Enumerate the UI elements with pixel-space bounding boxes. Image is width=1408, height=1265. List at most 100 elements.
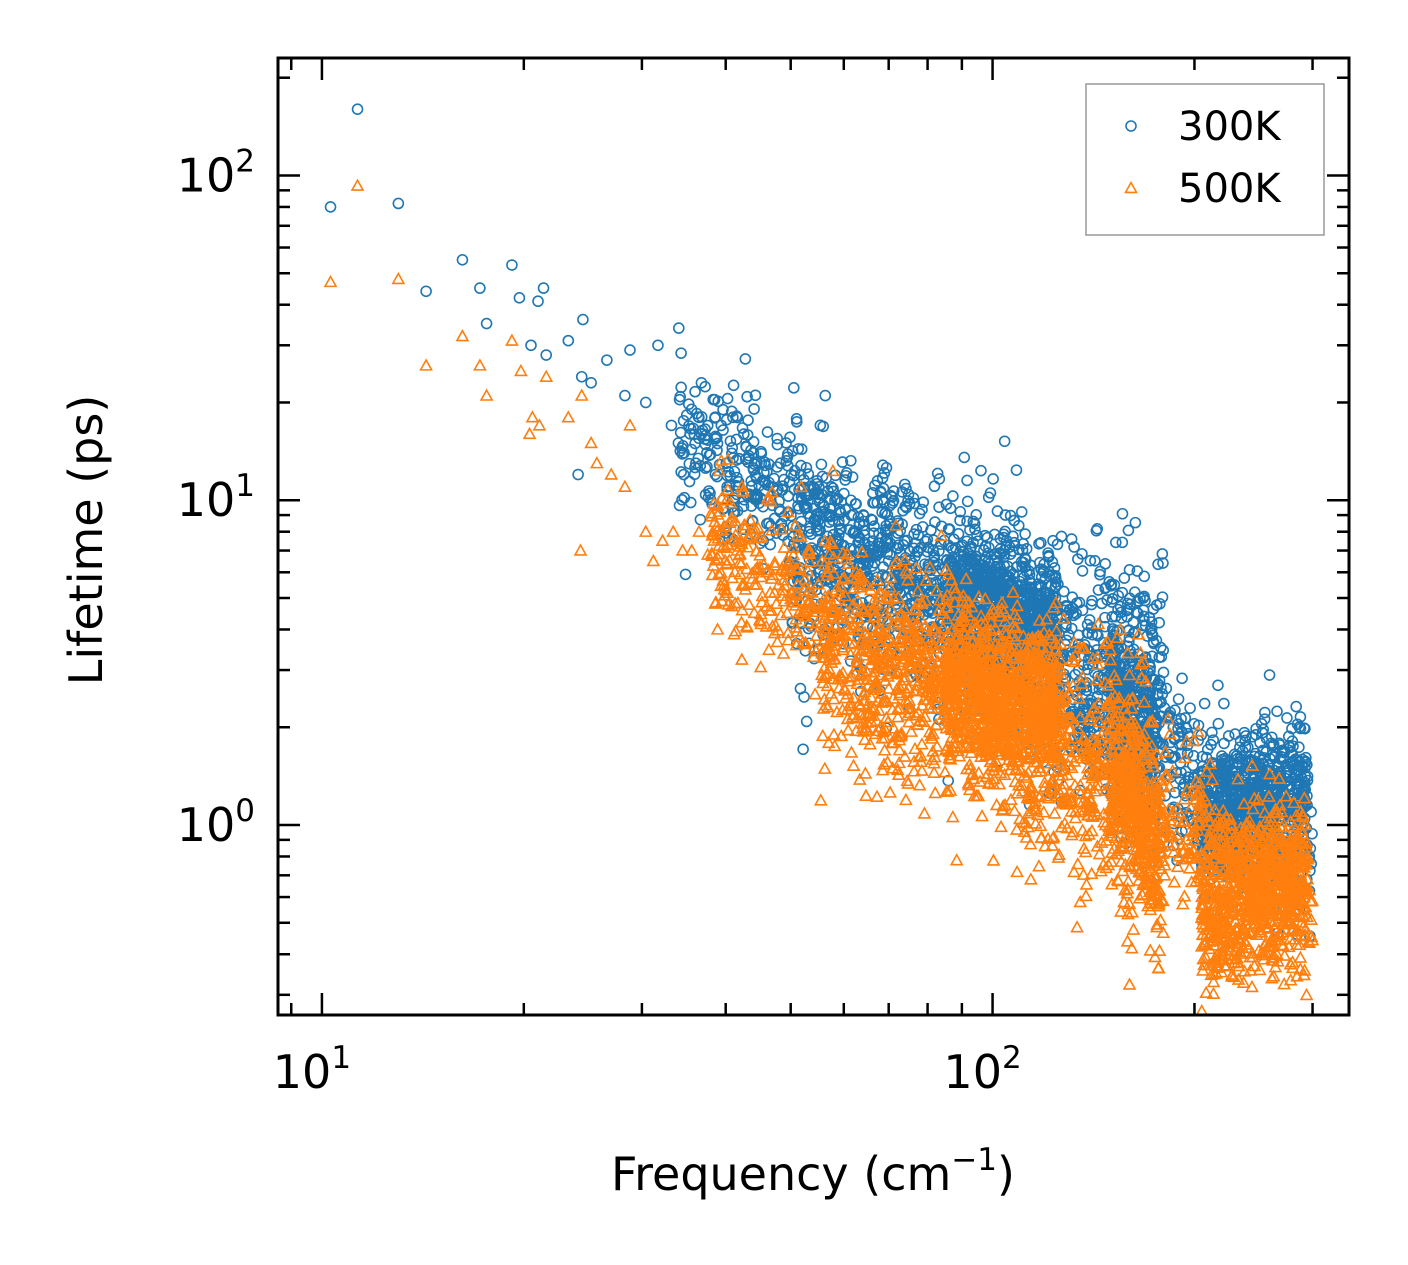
- point-300k: [1049, 569, 1062, 582]
- point-300k: [1009, 597, 1022, 610]
- point-300k: [1046, 556, 1059, 568]
- point-300k: [887, 494, 900, 507]
- point-300k: [1271, 705, 1283, 718]
- point-300k: [721, 392, 734, 405]
- point-300k: [817, 499, 829, 511]
- point-300k: [694, 513, 707, 526]
- point-300k: [901, 534, 913, 547]
- point-300k: [1073, 596, 1086, 609]
- point-300k: [970, 509, 983, 521]
- point-300k: [1081, 618, 1094, 631]
- point-300k: [839, 474, 852, 486]
- point-300k: [808, 514, 821, 526]
- point-300k: [1146, 650, 1158, 663]
- point-300k: [961, 474, 973, 487]
- point-300k: [969, 523, 981, 536]
- point-300k: [1290, 700, 1302, 713]
- point-300k: [1129, 516, 1142, 529]
- point-300k: [952, 528, 965, 540]
- point-300k: [690, 407, 703, 420]
- point-300k: [1115, 612, 1128, 624]
- point-300k: [808, 482, 821, 494]
- point-300k: [676, 448, 689, 460]
- point-300k: [894, 525, 907, 537]
- point-300k: [923, 587, 936, 599]
- point-300k: [675, 347, 687, 359]
- point-300k: [983, 572, 996, 585]
- point-300k: [1023, 586, 1036, 598]
- point-300k: [956, 539, 969, 551]
- point-300k: [1106, 596, 1118, 608]
- point-300k: [761, 426, 774, 438]
- point-300k: [931, 467, 944, 480]
- point-300k: [1092, 670, 1104, 683]
- point-300k: [1022, 581, 1035, 593]
- point-300k: [987, 473, 999, 485]
- point-300k: [1091, 691, 1104, 703]
- point-300k: [1229, 728, 1241, 740]
- point-300k: [1151, 687, 1164, 700]
- point-300k: [798, 691, 810, 703]
- point-300k: [1176, 672, 1188, 685]
- point-300k: [891, 527, 904, 539]
- point-300k: [1175, 725, 1188, 738]
- point-300k: [699, 462, 712, 474]
- point-300k: [1023, 574, 1036, 587]
- point-300k: [933, 545, 945, 557]
- point-300k: [777, 480, 789, 492]
- point-300k: [703, 485, 715, 497]
- point-300k: [1010, 464, 1023, 476]
- point-300k: [1287, 755, 1299, 767]
- point-300k: [771, 438, 784, 451]
- point-300k: [683, 457, 696, 470]
- point-300k: [817, 420, 830, 433]
- point-300k: [1255, 718, 1268, 730]
- point-300k: [944, 555, 956, 568]
- point-300k: [797, 743, 809, 756]
- point-300k: [748, 403, 760, 415]
- point-300k: [1156, 688, 1169, 700]
- point-300k: [709, 412, 721, 424]
- point-300k: [699, 380, 711, 393]
- point-300k: [726, 442, 739, 454]
- point-300k: [1020, 542, 1033, 555]
- point-300k: [880, 519, 892, 532]
- point-300k: [1280, 767, 1292, 779]
- point-300k: [978, 544, 990, 556]
- point-300k: [1122, 524, 1135, 537]
- point-300k: [771, 461, 783, 473]
- point-300k: [800, 715, 813, 728]
- point-300k: [915, 541, 927, 554]
- point-300k: [1010, 561, 1023, 573]
- point-300k: [1015, 506, 1028, 518]
- point-300k: [1265, 731, 1278, 744]
- point-300k: [1188, 717, 1200, 730]
- point-300k: [1118, 572, 1131, 584]
- point-300k: [844, 454, 857, 467]
- point-300k: [724, 435, 737, 447]
- point-300k: [896, 486, 908, 498]
- point-300k: [1212, 717, 1225, 730]
- point-300k: [823, 508, 835, 521]
- point-300k: [981, 531, 994, 544]
- point-300k: [933, 501, 945, 513]
- point-300k: [683, 475, 696, 488]
- point-300k: [984, 487, 997, 499]
- point-300k: [677, 468, 690, 481]
- point-300k: [1010, 579, 1023, 592]
- point-300k: [1131, 704, 1143, 717]
- point-300k: [991, 566, 1004, 579]
- point-300k: [843, 524, 856, 536]
- point-300k: [1012, 519, 1025, 532]
- point-300k: [916, 521, 929, 533]
- point-300k: [699, 438, 712, 451]
- point-300k: [673, 393, 686, 406]
- point-300k: [717, 403, 729, 416]
- point-300k: [731, 411, 744, 424]
- point-300k: [780, 455, 793, 467]
- point-300k: [1156, 548, 1169, 560]
- point-300k: [1124, 592, 1136, 605]
- point-300k: [675, 381, 687, 394]
- point-300k: [852, 536, 864, 549]
